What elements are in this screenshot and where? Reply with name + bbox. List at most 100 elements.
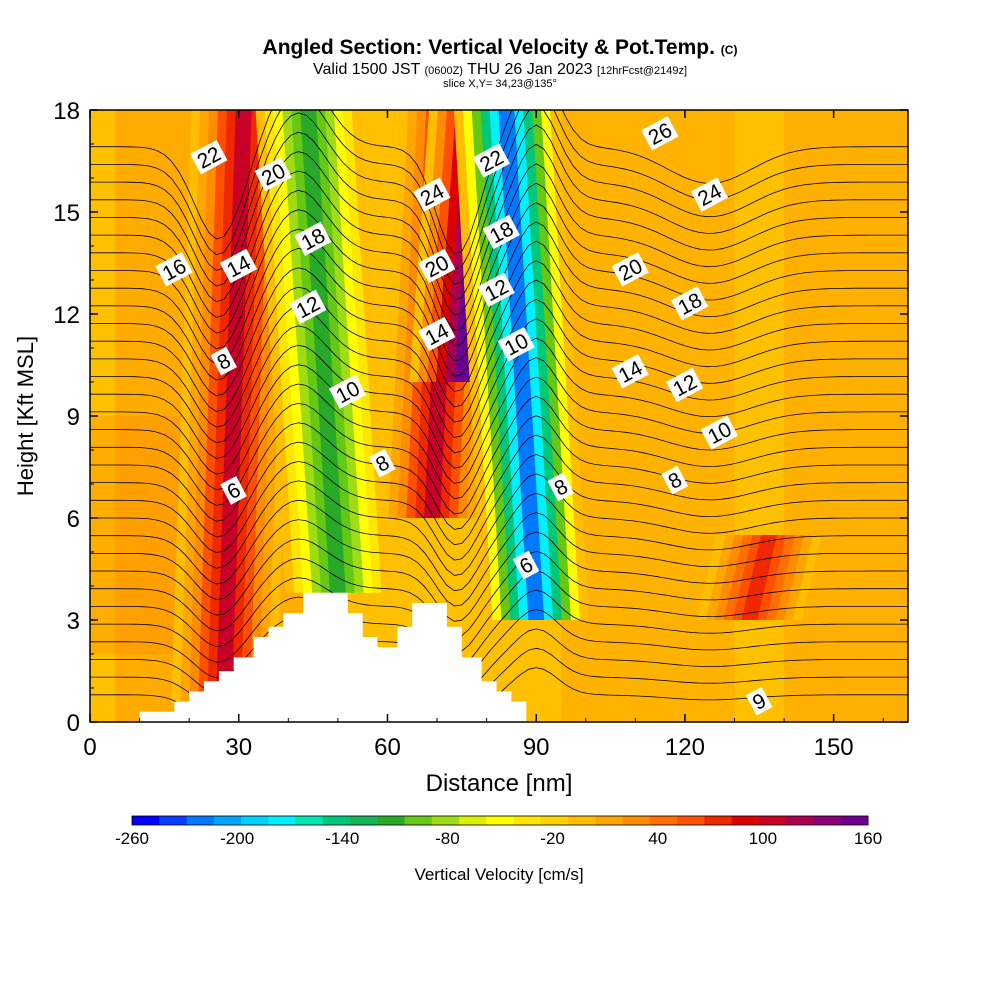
colorbar-tick-label: -20 [540, 829, 565, 848]
contour-label-box [641, 116, 679, 151]
colorbar-segment [459, 816, 487, 825]
theta-contour-line [90, 395, 908, 515]
colorbar-segment [786, 816, 814, 825]
colorbar-label: Vertical Velocity [cm/s] [414, 865, 583, 884]
contour-label-box [666, 367, 704, 403]
y-tick-label: 9 [67, 404, 80, 431]
contour-label-box [413, 177, 451, 212]
theta-contour-line [90, 434, 908, 546]
theta-contour-line [90, 240, 908, 393]
theta-contour-line [90, 454, 908, 561]
y-tick-label: 0 [67, 710, 80, 737]
contour-label: 6 [220, 475, 247, 505]
y-tick-label: 3 [67, 608, 80, 635]
colorbar: -260 -200 -140 -80 -20 40 100 160 [115, 815, 882, 848]
y-axis: 0 3 6 9 12 15 18 [53, 98, 908, 737]
theta-contour-line [90, 531, 908, 622]
contour-label: 8 [210, 346, 238, 376]
colorbar-segment [731, 816, 760, 825]
colorbar-segment [677, 816, 705, 825]
contour-label-box [190, 139, 228, 175]
contour-label-box [155, 252, 193, 287]
colorbar-segment [813, 816, 842, 825]
colorbar-segment [595, 816, 624, 825]
contour-label-box [289, 289, 327, 324]
colorbar-segment [486, 816, 515, 825]
theta-contour-line [90, 202, 908, 362]
contour-label: 8 [547, 472, 575, 502]
theta-contour-line [90, 124, 908, 301]
slice-label: slice X,Y= 34,23@135° [443, 78, 557, 90]
colorbar-segment [132, 816, 160, 825]
y-tick-label: 6 [67, 506, 80, 533]
colorbar-segment [322, 816, 351, 825]
colorbar-tick-label: 100 [749, 829, 777, 848]
contour-label-box [418, 248, 456, 284]
x-axis-label: Distance [nm] [426, 770, 573, 797]
colorbar-segment [540, 816, 569, 825]
contour-label-box [220, 475, 247, 505]
contour-label-box [690, 177, 729, 212]
colorbar-tick-label: -260 [115, 829, 149, 848]
y-tick-label: 15 [53, 200, 80, 227]
colorbar-segment [704, 816, 733, 825]
colorbar-segment [404, 816, 433, 825]
colorbar-tick-label: -80 [435, 829, 460, 848]
contour-label: 6 [512, 550, 540, 580]
contour-label-box [661, 465, 689, 495]
colorbar-segment [377, 816, 405, 825]
contour-label-box [745, 686, 773, 716]
contour-label-box [328, 374, 367, 409]
theta-contour-line [90, 550, 908, 638]
contour-label-box [477, 272, 515, 307]
chart-subtitle: Valid 1500 JST (0600Z) THU 26 Jan 2023 [… [312, 61, 688, 78]
contour-label-box [254, 156, 292, 192]
x-tick-label: 0 [83, 734, 96, 761]
theta-contour-line [90, 182, 908, 347]
contour-label-box [611, 354, 649, 389]
colorbar-segment [186, 816, 215, 825]
contour-label-box [482, 214, 520, 250]
theta-contour-line [90, 415, 908, 530]
colorbar-tick-label: -140 [325, 829, 359, 848]
colorbar-frame [131, 815, 869, 826]
theta-contour-line [90, 260, 908, 408]
theta-contour-line [90, 357, 908, 484]
theta-contour-line [90, 512, 908, 607]
field-band [784, 110, 908, 722]
colorbar-segment [622, 816, 651, 825]
y-tick-label: 12 [53, 302, 80, 329]
contour-label: 12 [666, 367, 704, 403]
colorbar-segment [241, 816, 269, 825]
x-tick-label: 60 [374, 734, 401, 761]
y-tick-label: 18 [53, 98, 80, 125]
x-tick-label: 120 [665, 734, 705, 761]
theta-contour-line [90, 318, 908, 454]
x-tick-label: 90 [523, 734, 550, 761]
colorbar-segment [268, 816, 296, 825]
contour-label-box [368, 448, 396, 478]
colorbar-tick-label: -200 [220, 829, 254, 848]
theta-contour-line [90, 279, 908, 423]
colorbar-tick-label: 40 [648, 829, 667, 848]
theta-contour-line [90, 143, 908, 316]
contour-label-box [497, 326, 535, 362]
contour-label: 8 [368, 448, 396, 478]
contour-label-box [219, 248, 258, 284]
x-tick-label: 30 [225, 734, 252, 761]
contour-label-box [472, 143, 511, 178]
contour-label-box [418, 316, 456, 352]
x-axis: 0 30 60 90 120 150 [83, 110, 884, 761]
chart-title: Angled Section: Vertical Velocity & Pot.… [262, 36, 738, 59]
colorbar-segment [513, 816, 542, 825]
colorbar-segment [649, 816, 678, 825]
theta-contour-line [90, 337, 908, 469]
y-axis-label: Height [Kft MSL] [13, 336, 38, 496]
colorbar-segment [840, 816, 869, 825]
terrain-profile [90, 592, 908, 722]
colorbar-segment [431, 816, 460, 825]
contour-label-box [547, 472, 575, 502]
contour-label: 9 [745, 686, 773, 716]
